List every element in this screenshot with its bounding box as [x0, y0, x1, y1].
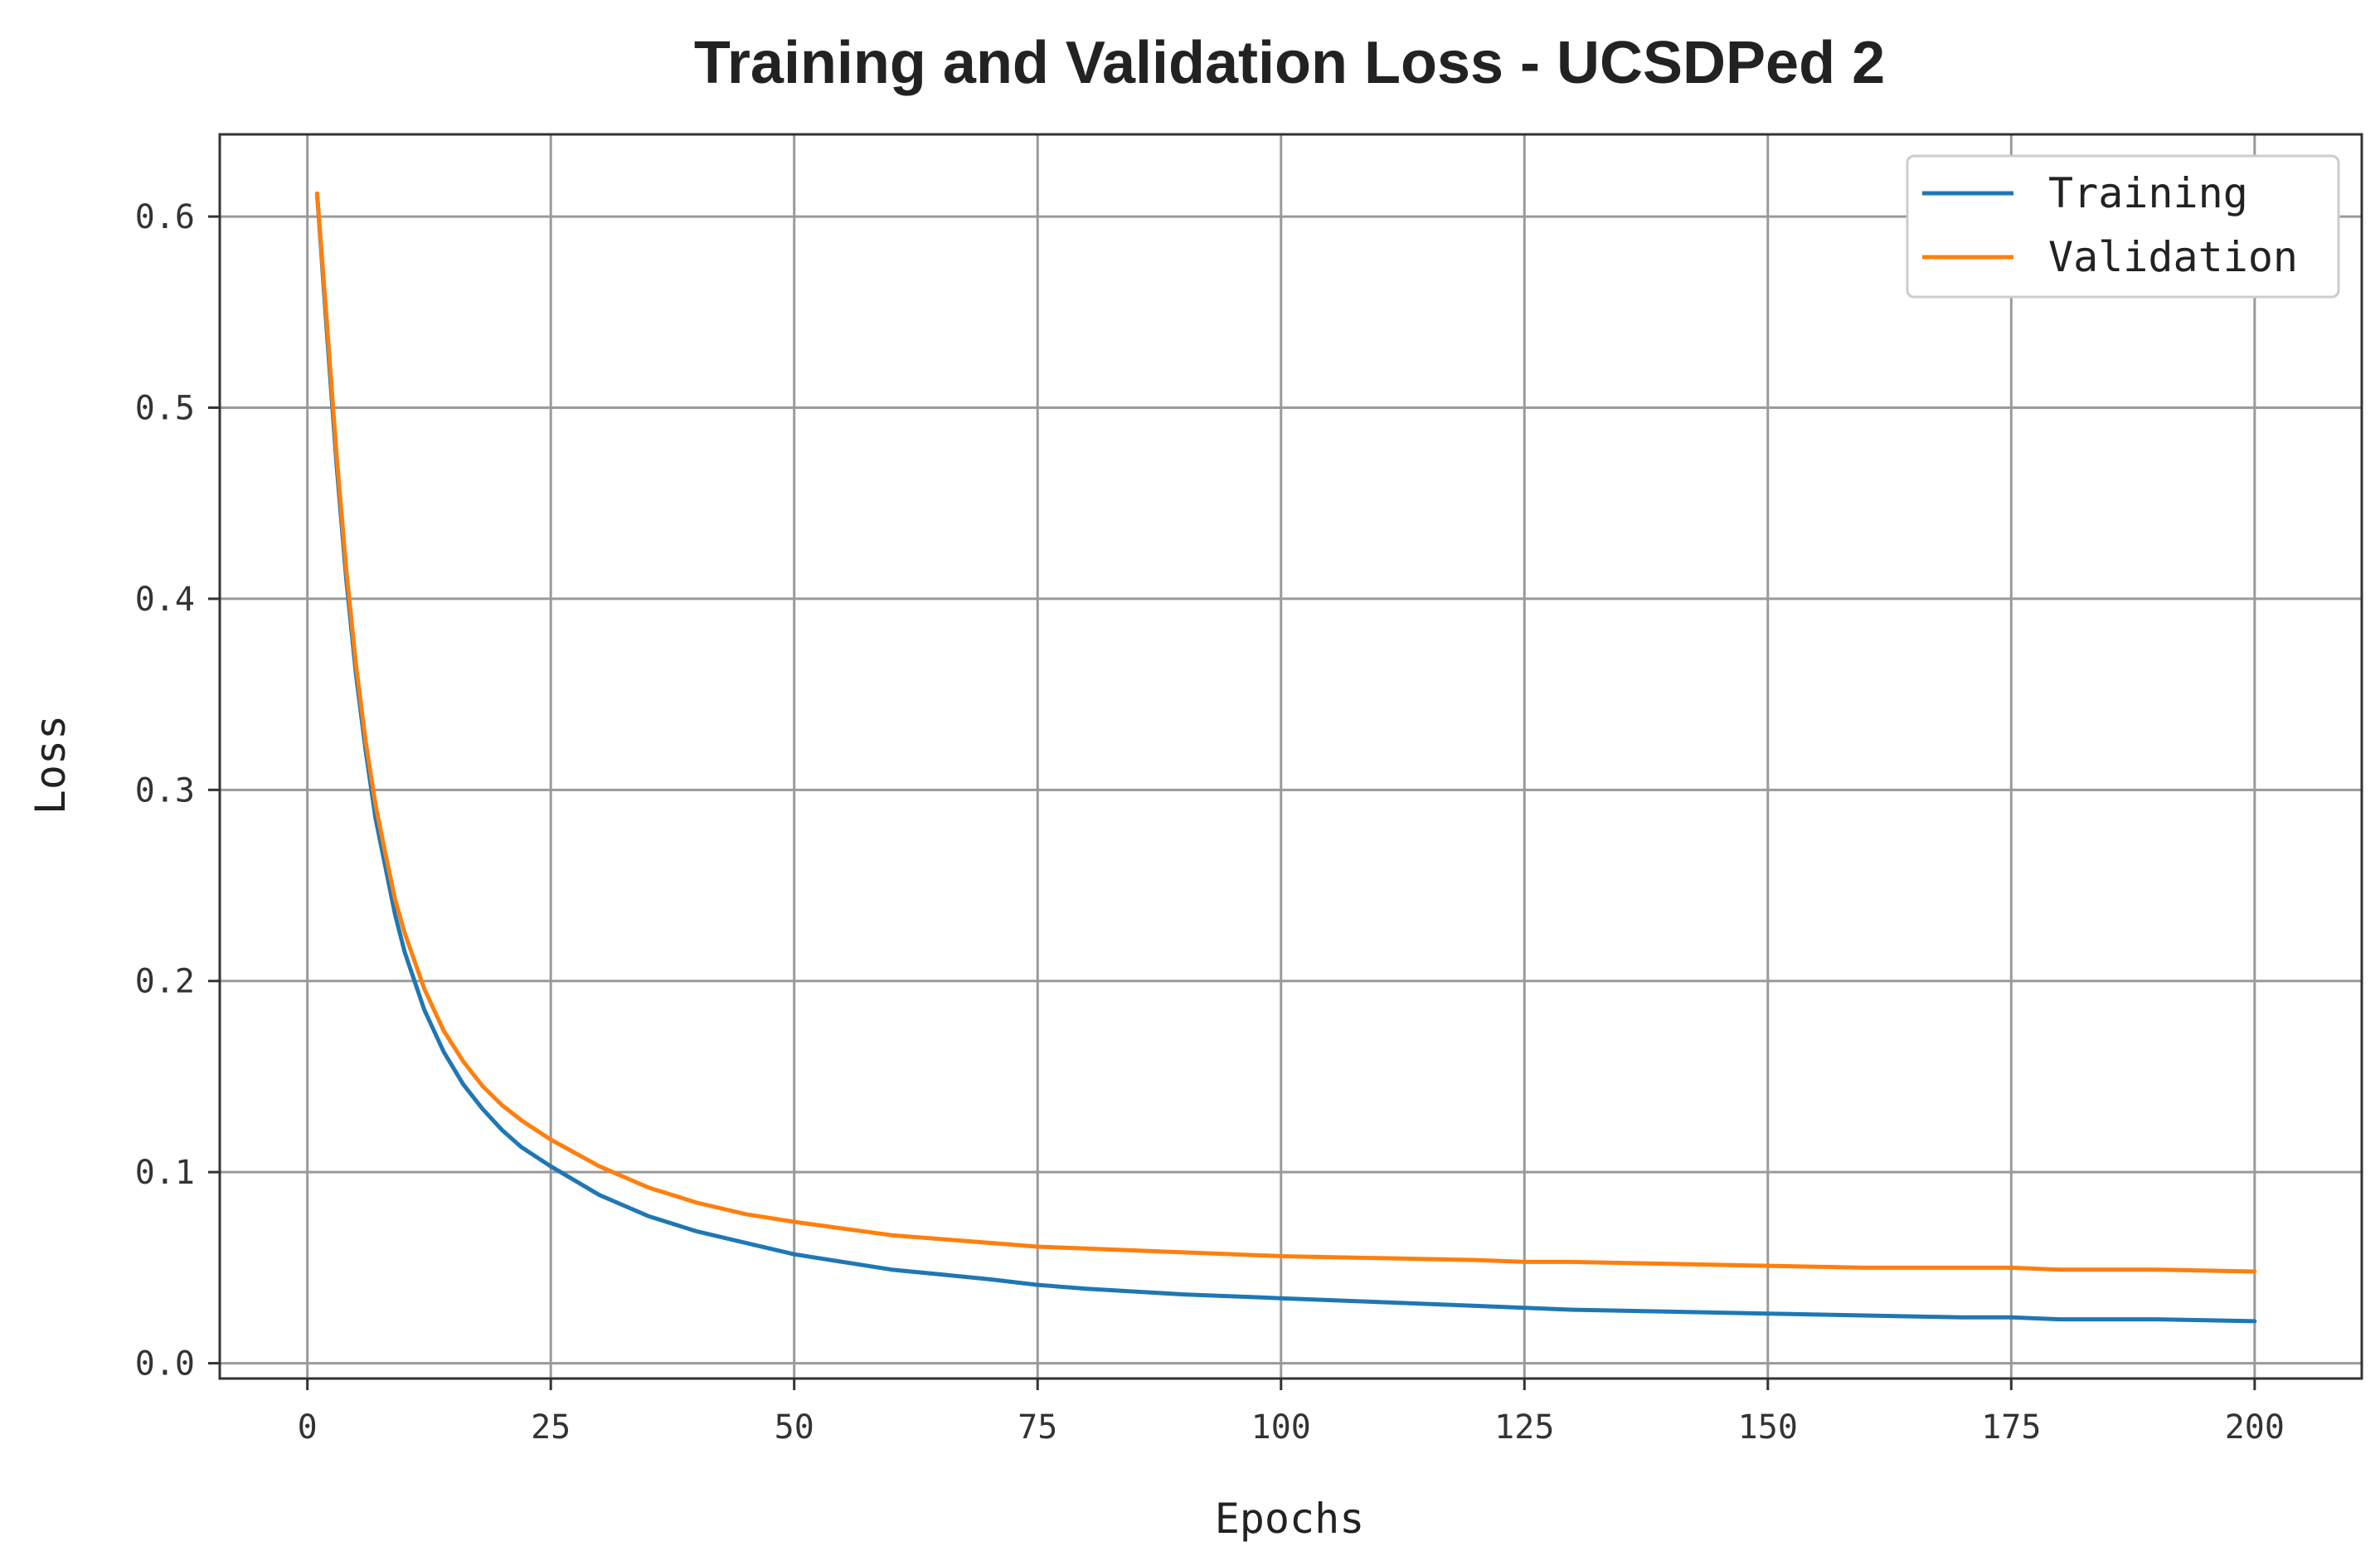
x-tick-label: 200	[2225, 1408, 2285, 1447]
y-tick-label: 0.3	[135, 771, 195, 810]
series-line-training	[314, 191, 2257, 1324]
x-tick-label: 0	[298, 1408, 318, 1447]
grid	[220, 134, 2362, 1379]
ticks: 0 25 50 75 100 125 150 175 200 0.0 0.1 0.2 0.3 0.4 0.5…	[135, 198, 2285, 1447]
axes-frame	[218, 133, 2363, 1380]
x-tick-label: 50	[775, 1408, 814, 1447]
legend: Training Validation	[1906, 154, 2340, 299]
legend-label-validation: Validation	[2048, 233, 2298, 281]
x-tick-label: 25	[531, 1408, 571, 1447]
x-tick-label: 100	[1251, 1408, 1311, 1447]
legend-label-training: Training	[2048, 169, 2248, 217]
y-tick-label: 0.4	[135, 581, 195, 619]
series-line-validation	[314, 191, 2257, 1274]
y-tick-label: 0.2	[135, 963, 195, 1001]
y-axis-label: Loss	[27, 715, 75, 815]
x-axis-label: Epochs	[1215, 1495, 1365, 1543]
x-tick-label: 75	[1018, 1408, 1057, 1447]
y-tick-label: 0.6	[135, 198, 195, 236]
x-tick-label: 175	[1981, 1408, 2041, 1447]
x-tick-label: 125	[1494, 1408, 1554, 1447]
y-tick-label: 0.1	[135, 1154, 195, 1192]
y-tick-label: 0.0	[135, 1345, 195, 1384]
x-tick-label: 150	[1738, 1408, 1798, 1447]
series	[314, 191, 2257, 1324]
chart-title: Training and Validation Loss - UCSDPed 2	[694, 30, 1885, 96]
y-tick-label: 0.5	[135, 389, 195, 427]
legend-box	[1906, 154, 2340, 299]
